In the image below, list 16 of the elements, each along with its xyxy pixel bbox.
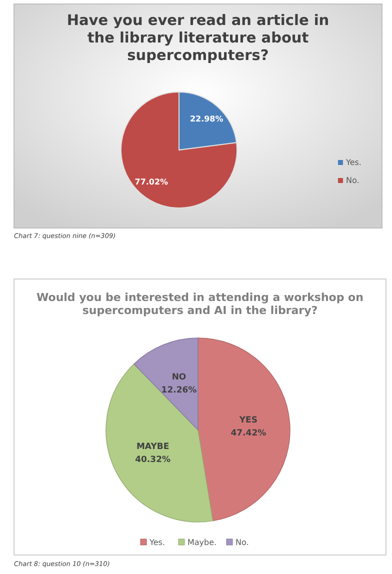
data-label: MAYBE 40.32%: [135, 442, 171, 466]
chart-title: Have you ever read an article in the library literature about supercomputers?: [66, 13, 330, 64]
legend-label: Yes.: [345, 158, 362, 167]
data-label: NO 12.26%: [161, 372, 198, 396]
pie-slice: [134, 338, 198, 430]
legend-label: Maybe.: [188, 538, 217, 547]
data-label: 22.98%: [190, 114, 224, 124]
chart-title: Would you be interested in attending a workshop on supercomputers and AI in the library?: [36, 291, 364, 318]
pie-slice: [120, 92, 238, 208]
pie-slice: [106, 364, 214, 522]
legend-label: No.: [346, 176, 360, 185]
pie-slice: [198, 338, 290, 522]
data-label: YES 47.42%: [230, 415, 267, 438]
legend-label: No.: [236, 538, 249, 547]
data-label: 77.02%: [134, 177, 168, 186]
legend-label: Yes.: [148, 538, 165, 547]
